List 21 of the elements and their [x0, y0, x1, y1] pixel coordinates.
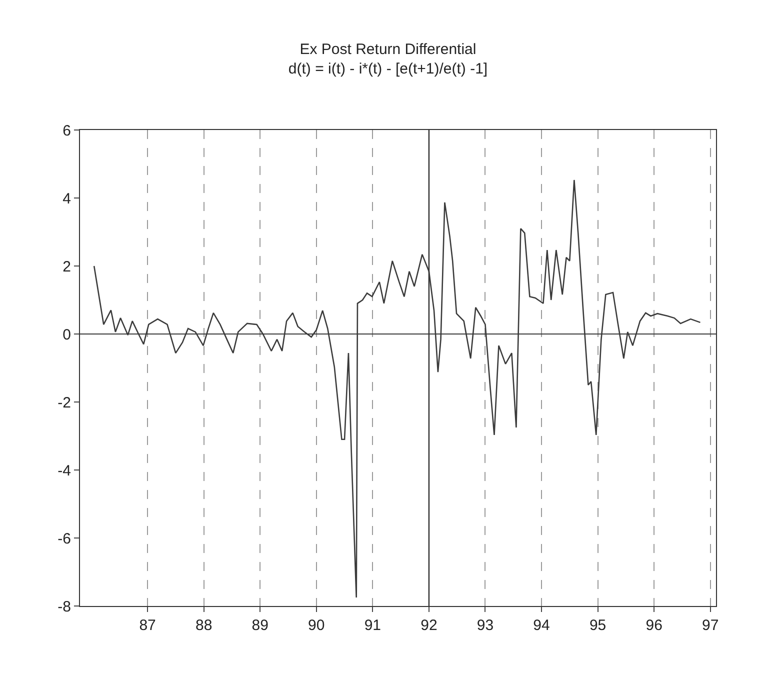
x-tick-label: 91: [364, 617, 382, 634]
chart-title: Ex Post Return Differential: [300, 41, 476, 58]
x-tick-label: 92: [420, 617, 438, 634]
y-tick-label: -4: [58, 462, 71, 480]
y-tick-label: 6: [62, 122, 71, 140]
x-tick-label: 88: [195, 617, 212, 634]
x-tick-label: 97: [702, 617, 719, 634]
x-tick-label: 96: [646, 617, 662, 634]
y-tick-label: 0: [62, 326, 71, 344]
x-tick-label: 90: [308, 617, 325, 634]
x-tick-label: 87: [139, 617, 156, 634]
x-tick-label: 89: [252, 617, 268, 634]
y-tick-label: -8: [58, 598, 71, 616]
x-tick-label: 94: [533, 617, 550, 634]
y-tick-label: 4: [62, 190, 71, 208]
x-tick-label: 95: [589, 617, 606, 634]
x-tick-label: 93: [476, 617, 494, 634]
y-tick-label: 2: [62, 258, 71, 276]
chart-subtitle: d(t) = i(t) - i*(t) - [e(t+1)/e(t) -1]: [288, 60, 488, 78]
y-tick-label: -2: [58, 394, 71, 412]
y-tick-label: -6: [58, 530, 71, 548]
